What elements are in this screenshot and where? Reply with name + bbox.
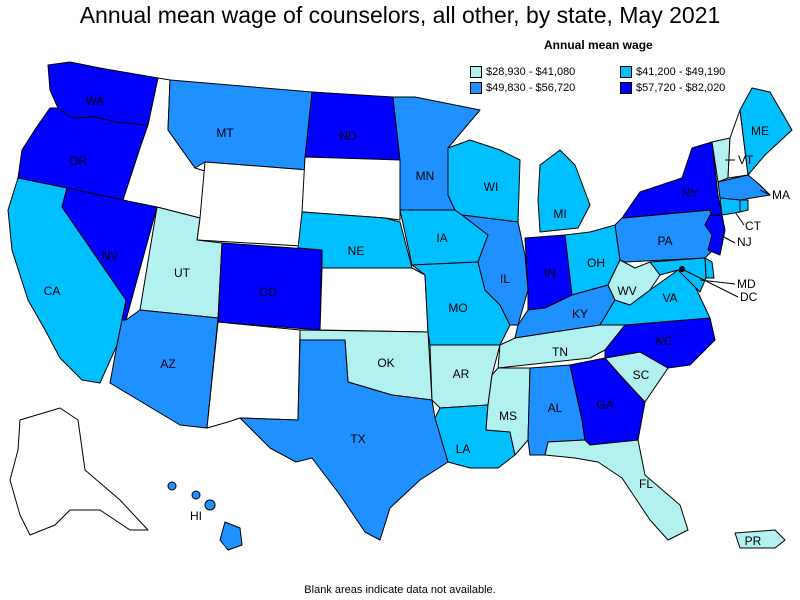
label-wi: WI — [484, 180, 499, 194]
label-mn: MN — [416, 169, 435, 183]
state-nj[interactable] — [704, 214, 726, 256]
legend-title: Annual mean wage — [544, 38, 653, 52]
label-pa: PA — [657, 234, 672, 248]
state-ms[interactable] — [485, 367, 531, 456]
label-ct: CT — [745, 219, 762, 233]
label-fl: FL — [639, 477, 653, 491]
label-or: OR — [69, 154, 87, 168]
state-mt[interactable] — [167, 79, 313, 171]
map-title: Annual mean wage of counselors, all othe… — [79, 2, 721, 28]
label-ca: CA — [44, 284, 61, 298]
label-ia: IA — [436, 231, 447, 245]
legend-label-2: $41,200 - $49,190 — [636, 66, 726, 78]
label-la: LA — [456, 442, 471, 456]
state-wy[interactable] — [196, 161, 309, 247]
legend-swatch-3 — [470, 82, 482, 94]
legend-item-3: $49,830 - $56,720 — [470, 82, 620, 94]
label-ar: AR — [453, 367, 470, 381]
label-tn: TN — [552, 345, 568, 359]
label-ne: NE — [348, 244, 365, 258]
legend-swatch-4 — [620, 82, 632, 94]
state-nm[interactable] — [206, 321, 301, 429]
label-tx: TX — [350, 432, 365, 446]
state-ks[interactable] — [319, 267, 429, 333]
label-ok: OK — [377, 356, 394, 370]
label-oh: OH — [587, 256, 605, 270]
state-pr[interactable] — [734, 529, 786, 549]
legend-label-3: $49,830 - $56,720 — [486, 82, 576, 94]
label-il: IL — [500, 272, 510, 286]
label-wa: WA — [86, 94, 105, 108]
legend-label-1: $28,930 - $41,080 — [486, 66, 576, 78]
hawaii-islands — [167, 481, 216, 511]
label-co: CO — [259, 285, 277, 299]
state-sd[interactable] — [301, 156, 401, 221]
label-sc: SC — [633, 368, 650, 382]
state-ak[interactable] — [9, 407, 149, 536]
state-fl[interactable] — [544, 439, 689, 541]
label-ky: KY — [572, 307, 588, 321]
label-al: AL — [548, 401, 563, 415]
state-nc[interactable] — [604, 317, 716, 369]
state-md[interactable] — [649, 257, 707, 293]
label-vt: VT — [738, 153, 754, 167]
label-wv: WV — [617, 284, 636, 298]
state-nd[interactable] — [304, 91, 401, 161]
label-ms: MS — [499, 409, 517, 423]
label-nv: NV — [102, 249, 119, 263]
label-ut: UT — [174, 266, 191, 280]
label-mi: MI — [553, 207, 566, 221]
state-ct[interactable] — [719, 197, 741, 216]
label-in: IN — [544, 266, 556, 280]
state-hi[interactable] — [219, 521, 243, 551]
label-me: ME — [751, 124, 769, 138]
footnote: Blank areas indicate data not available. — [304, 584, 496, 596]
label-nd: ND — [339, 129, 357, 143]
label-nj: NJ — [737, 235, 752, 249]
state-mi[interactable] — [537, 149, 591, 233]
label-dc: DC — [740, 290, 758, 304]
state-il[interactable] — [461, 214, 529, 326]
state-tx[interactable] — [239, 339, 449, 541]
label-ny: NY — [682, 186, 699, 200]
label-ga: GA — [596, 398, 613, 412]
legend-item-1: $28,930 - $41,080 — [470, 66, 620, 78]
legend-swatch-1 — [470, 66, 482, 78]
legend-item-4: $57,720 - $82,020 — [620, 82, 770, 94]
label-mt: MT — [216, 126, 234, 140]
label-mo: MO — [448, 301, 467, 315]
label-leader-lines — [681, 159, 771, 298]
legend-item-2: $41,200 - $49,190 — [620, 66, 770, 78]
label-ma: MA — [772, 188, 790, 202]
label-az: AZ — [160, 357, 175, 371]
legend-label-4: $57,720 - $82,020 — [636, 82, 726, 94]
legend-swatch-2 — [620, 66, 632, 78]
label-hi: HI — [190, 509, 202, 523]
legend: Annual mean wage $28,930 - $41,080 $41,2… — [470, 38, 770, 96]
label-nc: NC — [655, 334, 673, 348]
label-pr: PR — [745, 534, 762, 548]
label-md: MD — [737, 277, 756, 291]
state-ri[interactable] — [739, 199, 749, 213]
label-va: VA — [662, 291, 677, 305]
